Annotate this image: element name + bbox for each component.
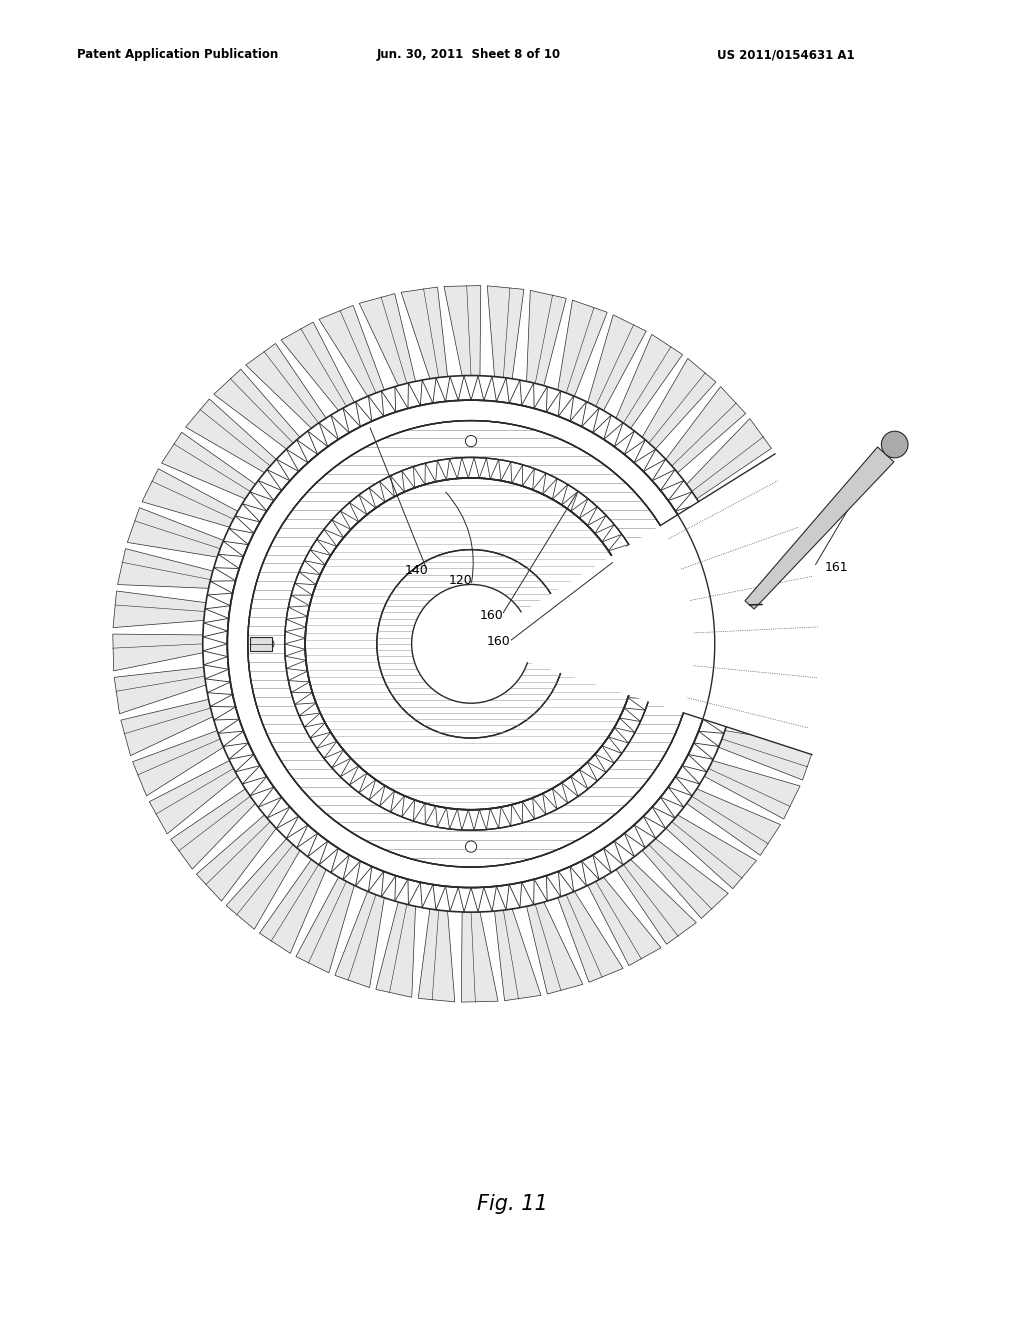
Polygon shape (319, 305, 384, 396)
Polygon shape (401, 286, 447, 379)
Circle shape (285, 458, 657, 830)
Polygon shape (296, 876, 354, 973)
Text: 160: 160 (486, 635, 510, 648)
Circle shape (882, 432, 908, 458)
Polygon shape (616, 334, 683, 428)
Polygon shape (121, 700, 213, 755)
Circle shape (248, 421, 694, 867)
Text: US 2011/0154631 A1: US 2011/0154631 A1 (717, 48, 854, 61)
Polygon shape (705, 760, 800, 818)
Text: 161: 161 (824, 561, 848, 574)
Polygon shape (197, 814, 276, 902)
Polygon shape (642, 359, 716, 449)
Wedge shape (471, 446, 845, 759)
Text: Jun. 30, 2011  Sheet 8 of 10: Jun. 30, 2011 Sheet 8 of 10 (377, 48, 561, 61)
Polygon shape (642, 838, 728, 919)
Polygon shape (418, 909, 455, 1002)
Polygon shape (281, 322, 354, 411)
Polygon shape (142, 469, 238, 527)
Circle shape (262, 638, 274, 649)
Polygon shape (376, 902, 416, 998)
Polygon shape (687, 418, 771, 499)
Polygon shape (687, 789, 780, 855)
Text: 140: 140 (404, 564, 428, 577)
Circle shape (227, 400, 715, 887)
Polygon shape (335, 891, 384, 987)
Polygon shape (214, 370, 300, 449)
Polygon shape (246, 343, 326, 428)
Circle shape (305, 478, 637, 809)
Polygon shape (171, 789, 255, 869)
Polygon shape (127, 508, 223, 557)
Polygon shape (113, 591, 206, 627)
Polygon shape (150, 760, 238, 834)
Polygon shape (132, 730, 223, 796)
Text: 120: 120 (449, 574, 472, 587)
Polygon shape (487, 286, 524, 379)
Polygon shape (588, 876, 662, 966)
Circle shape (92, 265, 850, 1023)
Text: 160: 160 (479, 609, 503, 622)
Polygon shape (115, 668, 206, 714)
Polygon shape (118, 549, 213, 589)
Polygon shape (719, 730, 815, 780)
Circle shape (377, 549, 565, 738)
Bar (670, 636, 692, 651)
Text: Patent Application Publication: Patent Application Publication (77, 48, 279, 61)
Polygon shape (745, 447, 894, 609)
Text: Fig. 11: Fig. 11 (476, 1195, 548, 1214)
Polygon shape (185, 399, 276, 473)
Polygon shape (444, 285, 481, 376)
Polygon shape (588, 315, 646, 411)
Bar (250, 636, 272, 651)
Polygon shape (558, 891, 623, 982)
Polygon shape (666, 814, 757, 888)
Circle shape (465, 841, 476, 853)
Polygon shape (526, 902, 583, 994)
Circle shape (203, 376, 739, 912)
Circle shape (465, 436, 476, 446)
Circle shape (305, 478, 637, 809)
Circle shape (227, 400, 715, 887)
Polygon shape (461, 912, 498, 1002)
Polygon shape (616, 859, 696, 944)
Polygon shape (526, 290, 566, 385)
Polygon shape (113, 634, 203, 671)
Polygon shape (226, 838, 300, 929)
Polygon shape (495, 909, 541, 1001)
Polygon shape (558, 300, 607, 396)
Circle shape (668, 638, 679, 649)
Circle shape (412, 585, 530, 704)
Polygon shape (259, 859, 326, 953)
Polygon shape (359, 293, 416, 385)
Polygon shape (162, 433, 255, 499)
Polygon shape (666, 387, 745, 473)
